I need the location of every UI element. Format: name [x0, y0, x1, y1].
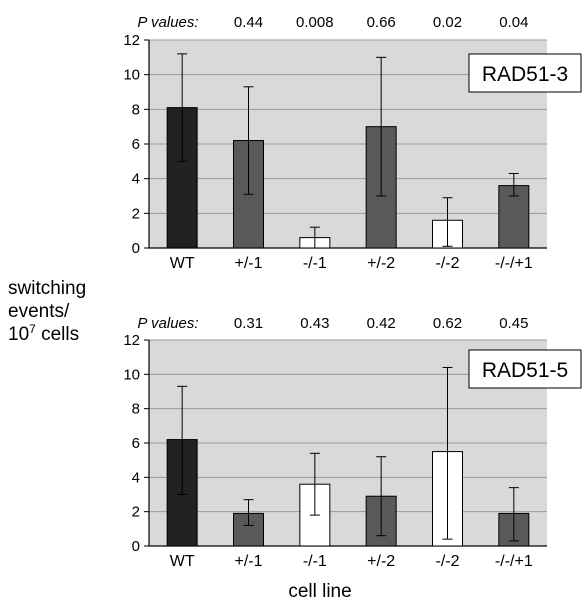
panel-label-box [468, 53, 582, 93]
error-bar-3 [309, 452, 320, 516]
y-axis-label-base: 10 [8, 324, 29, 345]
y-tick-label: 0 [132, 538, 140, 555]
pvalue-heading: P values: [137, 315, 198, 332]
panel-label: RAD51-5 [482, 359, 568, 382]
pvalue-heading: P values: [137, 14, 198, 31]
pvalue-label: 0.43 [300, 315, 329, 332]
category-label: -/-1 [303, 255, 327, 272]
error-bar-4 [376, 56, 387, 197]
y-tick-label: 6 [132, 136, 140, 153]
category-label: WT [170, 255, 195, 272]
category-label: -/-2 [436, 255, 460, 272]
chart-panel-2: 0 2 4 6 8 10 12 WT +/-1 -/-1 +/-2 -/-2 -/-/+1 P value… [123, 315, 582, 570]
panels: 0 2 4 6 8 10 12 WT +/-1 -/-1 +/-2 -/-2 -/-/+1 P value… [123, 14, 582, 570]
chart-panel-1: 0 2 4 6 8 10 12 WT +/-1 -/-1 +/-2 -/-2 -/-/+1 P value… [123, 14, 582, 272]
error-bar-6 [508, 487, 519, 542]
x-axis-label: cell line [288, 581, 351, 602]
error-bar-2 [243, 86, 254, 195]
pvalue-label: 0.45 [499, 315, 528, 332]
error-bar-1 [177, 385, 188, 495]
error-bar-5 [442, 366, 453, 540]
pvalue-label: 0.42 [367, 315, 396, 332]
error-bar-5 [442, 197, 453, 247]
y-tick-label: 2 [132, 205, 140, 222]
pvalue-label: 0.04 [499, 14, 528, 31]
panel-label: RAD51-3 [482, 63, 568, 86]
pvalue-label: 0.008 [296, 14, 334, 31]
panel-label-box [468, 349, 582, 389]
category-label: +/-2 [367, 553, 395, 570]
category-label: -/-/+1 [495, 553, 533, 570]
y-axis-label-unit: cells [36, 324, 79, 345]
error-bar-3 [309, 226, 320, 249]
y-tick-label: 4 [132, 171, 140, 188]
y-tick-label: 10 [123, 366, 140, 383]
pvalue-label: 0.62 [433, 315, 462, 332]
y-tick-label: 10 [123, 67, 140, 84]
error-bar-4 [376, 456, 387, 537]
pvalue-label: 0.66 [367, 14, 396, 31]
pvalue-label: 0.31 [234, 315, 263, 332]
category-label: +/-2 [367, 255, 395, 272]
category-label: +/-1 [234, 255, 262, 272]
category-label: -/-/+1 [495, 255, 533, 272]
y-tick-label: 8 [132, 401, 140, 418]
error-bar-1 [177, 53, 188, 162]
error-bar-2 [243, 499, 254, 526]
pvalue-label: 0.44 [234, 14, 263, 31]
y-tick-label: 12 [123, 32, 140, 49]
y-tick-label: 12 [123, 332, 140, 349]
y-axis-label-line-1: switching [8, 278, 86, 299]
y-tick-label: 6 [132, 435, 140, 452]
y-tick-label: 4 [132, 469, 140, 486]
category-label: -/-2 [436, 553, 460, 570]
category-label: WT [170, 553, 195, 570]
error-bar-6 [508, 172, 519, 197]
pvalue-label: 0.02 [433, 14, 462, 31]
y-axis-label-exponent: 7 [29, 322, 36, 336]
y-tick-label: 8 [132, 101, 140, 118]
y-tick-label: 0 [132, 240, 140, 257]
y-axis-label-line-3: 107 cells [8, 322, 79, 345]
y-tick-label: 2 [132, 504, 140, 521]
y-axis-label-line-2: events/ [8, 301, 70, 322]
category-label: +/-1 [234, 553, 262, 570]
category-label: -/-1 [303, 553, 327, 570]
